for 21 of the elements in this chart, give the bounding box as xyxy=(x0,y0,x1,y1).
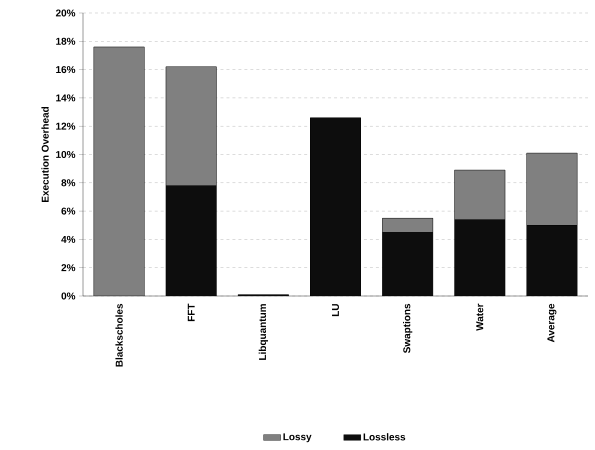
x-tick-label: Libquantum xyxy=(258,304,268,360)
y-tick-label: 4% xyxy=(61,236,76,243)
legend-label: Lossless xyxy=(364,433,406,440)
y-tick-label: 10% xyxy=(56,150,76,158)
y-tick-label: 12% xyxy=(56,122,76,130)
y-tick-label: 18% xyxy=(56,38,76,45)
y-tick-label: 0% xyxy=(61,292,76,300)
y-tick-label: 20% xyxy=(56,9,76,17)
x-tick-label: LU xyxy=(332,304,339,316)
x-tick-label: FFT xyxy=(188,304,195,322)
y-tick-label: 6% xyxy=(61,208,76,215)
x-tick-label: Water xyxy=(476,304,484,331)
y-tick-label: 2% xyxy=(61,264,76,272)
x-tick-label: Blackscholes xyxy=(115,304,123,367)
y-tick-label: 8% xyxy=(61,179,76,186)
y-tick-label: 14% xyxy=(56,94,76,102)
x-tick-label: Average xyxy=(547,304,556,342)
x-tick-label: Swaptions xyxy=(403,304,412,354)
y-tick-label: 16% xyxy=(56,66,76,74)
y-axis-title: Execution Overhead xyxy=(41,106,49,202)
legend-label: Lossy xyxy=(283,433,312,442)
